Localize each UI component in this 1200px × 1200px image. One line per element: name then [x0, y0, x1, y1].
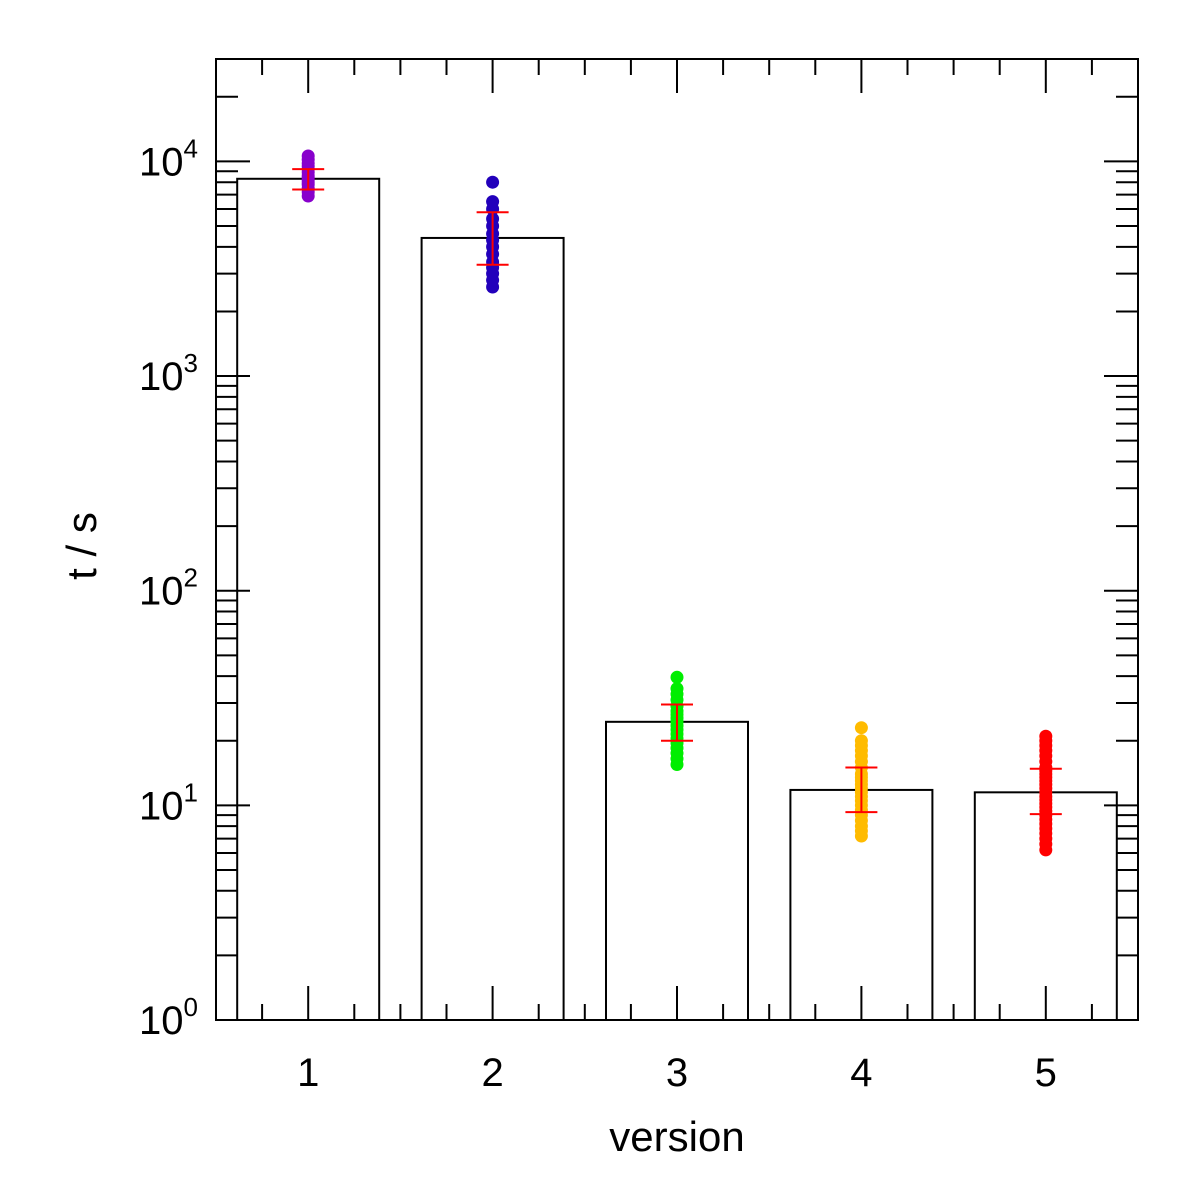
y-tick-exponent: 0 [184, 992, 198, 1022]
y-tick-label-1: 101 [139, 777, 198, 828]
x-tick-label-5: 5 [1035, 1051, 1057, 1095]
x-tick-label-1: 1 [297, 1051, 319, 1095]
data-point-2-13 [486, 195, 500, 209]
data-point-1-14 [301, 149, 315, 163]
data-point-4-22 [854, 721, 868, 735]
y-tick-exponent: 2 [184, 563, 198, 593]
bars-layer [236, 177, 1118, 1022]
bar-2 [420, 236, 565, 1021]
x-tick-label-2: 2 [481, 1051, 503, 1095]
ticks-layer [215, 58, 1139, 1021]
bar-3 [605, 720, 749, 1022]
data-point-5-27 [1039, 729, 1053, 743]
y-tick-base: 10 [139, 355, 184, 399]
y-tick-exponent: 1 [184, 777, 198, 807]
y-tick-base: 10 [139, 140, 184, 184]
y-tick-label-4: 104 [139, 133, 198, 184]
bar-1 [236, 177, 381, 1021]
data-point-2-14 [486, 175, 500, 189]
x-axis-title: version [609, 1113, 744, 1160]
y-axis-title: t / s [58, 512, 105, 580]
y-tick-base: 10 [139, 999, 184, 1043]
data-point-4-21 [854, 734, 868, 748]
error-bars-layer [292, 168, 1062, 816]
points-layer [301, 149, 1053, 857]
y-tick-label-0: 100 [139, 992, 198, 1043]
x-tick-label-3: 3 [666, 1051, 688, 1095]
x-tick-label-4: 4 [850, 1051, 872, 1095]
y-tick-label-2: 102 [139, 563, 198, 614]
y-tick-label-3: 103 [139, 348, 198, 399]
y-tick-base: 10 [139, 784, 184, 828]
y-tick-exponent: 4 [184, 133, 198, 163]
data-point-3-17 [670, 682, 684, 696]
data-point-3-18 [670, 670, 684, 684]
y-tick-exponent: 3 [184, 348, 198, 378]
y-tick-base: 10 [139, 570, 184, 614]
